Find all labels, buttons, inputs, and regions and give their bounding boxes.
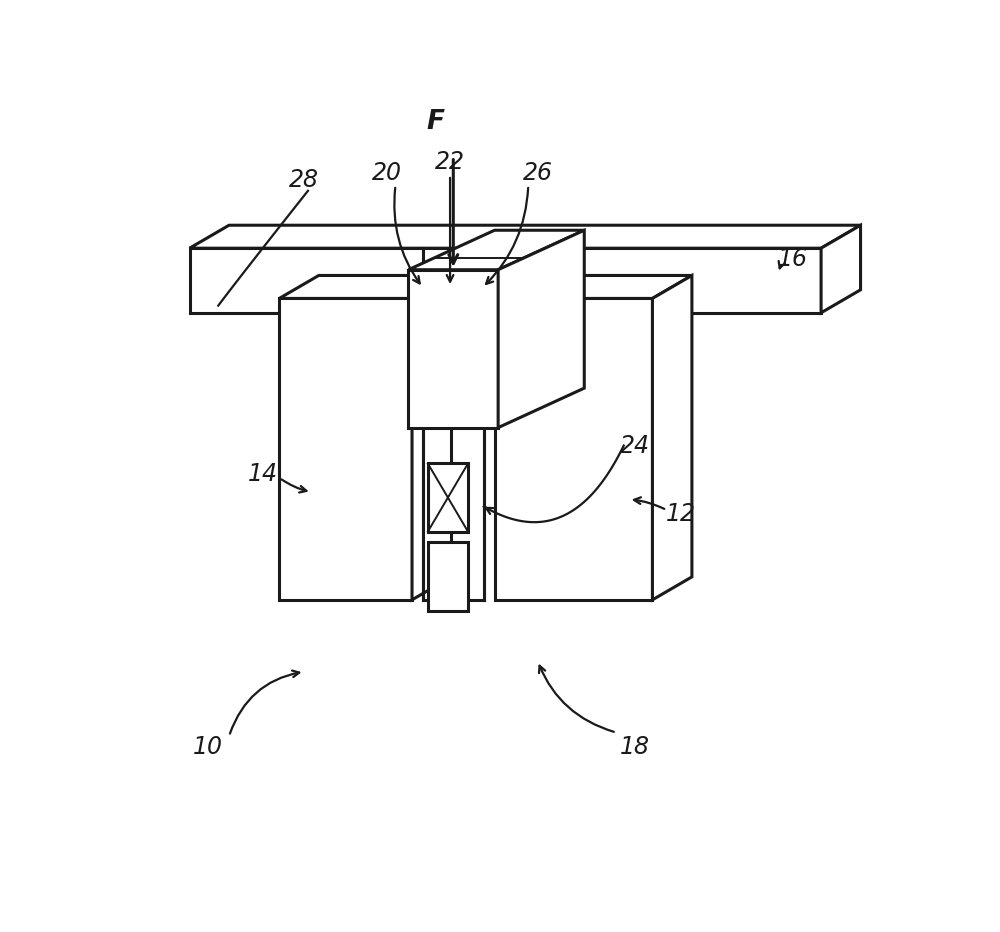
Polygon shape <box>498 230 584 428</box>
Text: 22: 22 <box>435 150 465 174</box>
Text: 18: 18 <box>619 735 649 759</box>
Polygon shape <box>408 230 584 269</box>
Text: 24: 24 <box>619 433 649 458</box>
Text: 26: 26 <box>523 161 553 185</box>
Text: F: F <box>426 109 444 135</box>
Text: 10: 10 <box>193 735 223 759</box>
Polygon shape <box>428 542 468 610</box>
Polygon shape <box>428 463 468 531</box>
Polygon shape <box>190 226 861 248</box>
Polygon shape <box>279 298 412 600</box>
Text: 14: 14 <box>248 462 278 487</box>
Polygon shape <box>495 298 652 600</box>
Polygon shape <box>652 276 692 600</box>
Polygon shape <box>821 226 861 313</box>
Text: 28: 28 <box>289 168 319 192</box>
Polygon shape <box>190 248 821 313</box>
Polygon shape <box>408 269 498 428</box>
Polygon shape <box>279 276 452 298</box>
Polygon shape <box>495 276 692 298</box>
Text: 20: 20 <box>372 161 402 185</box>
Text: 16: 16 <box>777 247 807 271</box>
Polygon shape <box>412 276 452 600</box>
Text: 12: 12 <box>666 501 696 526</box>
